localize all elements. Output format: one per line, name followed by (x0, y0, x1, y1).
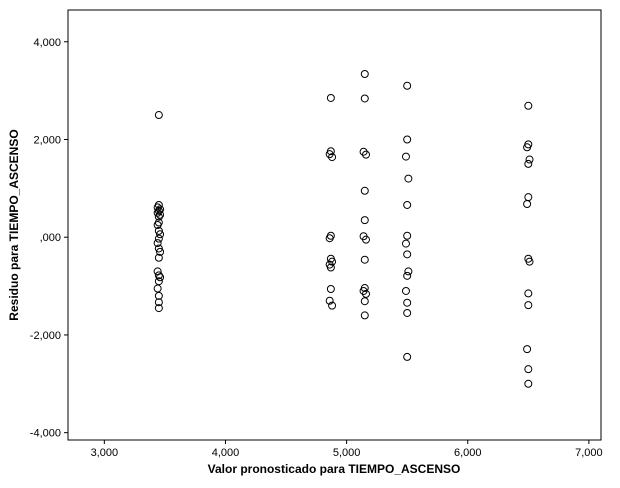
data-point (403, 250, 412, 259)
data-point (325, 234, 334, 243)
data-point (154, 244, 163, 253)
data-point (361, 235, 370, 244)
data-point (154, 271, 163, 280)
data-point (326, 285, 335, 294)
data-point (524, 301, 533, 310)
data-point (325, 296, 334, 305)
data-point (401, 239, 410, 248)
data-point (360, 94, 369, 103)
data-point (153, 221, 162, 229)
data-point (153, 239, 162, 248)
data-point (153, 208, 162, 217)
x-tick-label: 6,000 (454, 447, 482, 459)
x-tick-label: 3,000 (91, 447, 119, 459)
data-point (156, 230, 165, 239)
data-point (154, 304, 163, 313)
data-point (403, 271, 412, 280)
data-point (156, 273, 165, 282)
data-point (403, 81, 412, 90)
data-point (360, 216, 369, 225)
data-point (404, 174, 413, 183)
data-point (326, 93, 335, 102)
plot-frame (67, 9, 602, 441)
data-point (154, 206, 163, 215)
x-tick-label: 4,000 (212, 447, 240, 459)
data-point (360, 255, 369, 264)
x-tick-label: 5,000 (333, 447, 361, 459)
data-point (154, 111, 163, 120)
data-point (156, 247, 165, 256)
data-point (524, 101, 533, 110)
data-point (360, 70, 369, 79)
data-point (326, 263, 335, 272)
data-point (328, 153, 337, 162)
data-point (154, 298, 163, 307)
y-axis-label: Residuo para TIEMPO_ASCENSO (7, 129, 21, 321)
data-point (361, 150, 370, 159)
y-tick-label: ,000 (40, 232, 61, 244)
data-point (154, 277, 163, 286)
data-point (403, 200, 412, 209)
y-tick-label: 4,000 (33, 37, 61, 49)
data-point (403, 231, 412, 240)
data-point (524, 379, 533, 388)
data-point (525, 155, 534, 164)
data-point (524, 289, 533, 298)
data-point (154, 226, 163, 235)
data-point (523, 143, 532, 152)
y-tick-label: -2,000 (30, 330, 61, 342)
data-point (524, 365, 533, 374)
data-point (401, 152, 410, 161)
data-point (403, 308, 412, 317)
data-point (401, 286, 410, 295)
data-point (154, 253, 163, 262)
data-point (403, 352, 412, 361)
x-tick-label: 7,000 (575, 447, 603, 459)
data-point (154, 291, 163, 300)
data-point (523, 345, 532, 354)
data-point (361, 289, 370, 298)
data-point (403, 298, 412, 307)
data-point (328, 301, 337, 310)
data-point (403, 135, 412, 144)
data-point (523, 199, 532, 208)
x-axis-label: Valor pronosticado para TIEMPO_ASCENSO (207, 462, 461, 476)
data-point (524, 159, 533, 168)
data-point (153, 284, 162, 293)
data-point (156, 210, 165, 219)
y-tick-label: -4,000 (30, 428, 61, 440)
data-point (153, 203, 162, 212)
data-point (404, 267, 413, 276)
data-point (154, 212, 163, 221)
data-point (360, 186, 369, 195)
data-point (525, 257, 534, 266)
data-point (360, 311, 369, 320)
data-point (360, 297, 369, 306)
data-point (154, 234, 163, 243)
y-tick-label: 2,000 (33, 134, 61, 146)
